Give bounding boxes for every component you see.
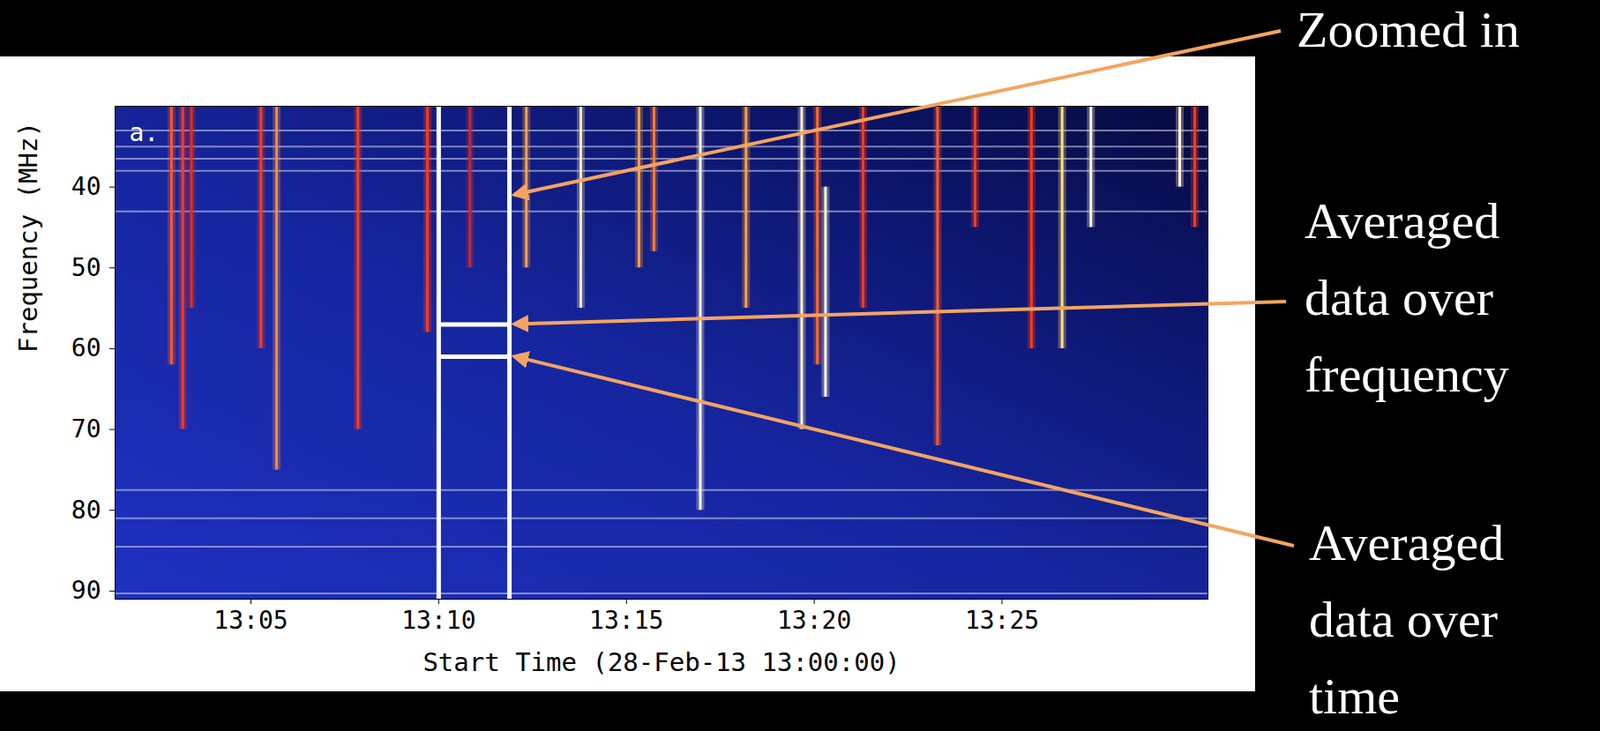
svg-text:13:05: 13:05 [213,605,288,636]
svg-text:13:10: 13:10 [401,605,476,636]
svg-text:40: 40 [71,171,102,202]
svg-text:13:20: 13:20 [777,605,852,636]
svg-text:90: 90 [71,575,102,606]
svg-text:50: 50 [71,253,102,283]
svg-text:13:15: 13:15 [589,605,664,636]
svg-text:13:25: 13:25 [964,605,1040,636]
svg-text:60: 60 [71,333,102,363]
svg-text:a.: a. [129,118,160,148]
svg-text:Zoomed in: Zoomed in [1296,0,1520,59]
svg-text:70: 70 [71,414,102,444]
svg-text:Frequency (MHz): Frequency (MHz) [13,121,44,353]
svg-text:Averageddata overtime: Averageddata overtime [1308,514,1504,726]
svg-text:80: 80 [71,495,102,525]
svg-text:Start Time (28-Feb-13 13:00:00: Start Time (28-Feb-13 13:00:00) [422,647,900,678]
svg-text:Averageddata overfrequency: Averageddata overfrequency [1304,192,1510,404]
